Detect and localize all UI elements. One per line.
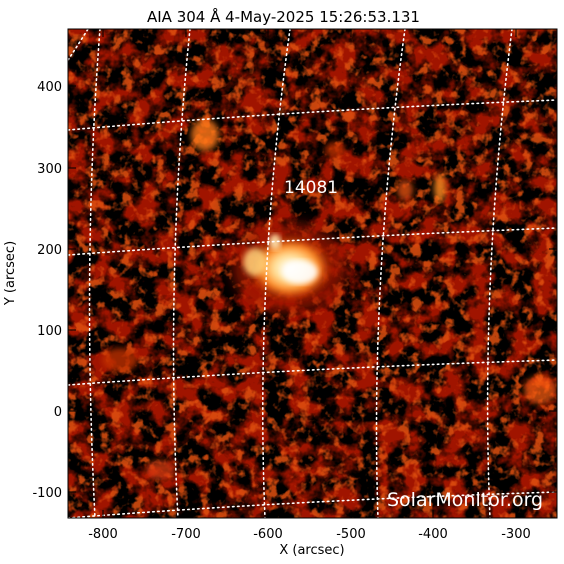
y-tick-label: 100 (37, 324, 62, 339)
y-tick-label: 0 (54, 405, 62, 420)
plot-frame (67, 28, 558, 519)
x-tick-label: -800 (88, 527, 118, 542)
y-tick-label: 200 (37, 243, 62, 258)
y-tick-labels: 400 300 200 100 0 -100 (32, 80, 62, 501)
active-region-core (232, 223, 348, 313)
x-tick-labels: -800 -700 -600 -500 -400 -300 (88, 527, 531, 542)
watermark: SolarMonitor.org (387, 489, 543, 511)
y-tick-label: 300 (37, 162, 62, 177)
heliographic-grid (68, 29, 557, 518)
y-tick-label: -100 (32, 486, 62, 501)
x-tick-label: -500 (336, 527, 366, 542)
tick-marks (68, 29, 557, 518)
x-tick-label: -600 (253, 527, 283, 542)
x-axis-label: X (arcsec) (279, 543, 344, 558)
x-tick-label: -700 (171, 527, 201, 542)
y-axis-label: Y (arcsec) (3, 241, 18, 306)
active-region-label: 14081 (284, 178, 338, 198)
x-tick-label: -400 (418, 527, 448, 542)
y-tick-label: 400 (37, 80, 62, 95)
figure-title: AIA 304 Å 4-May-2025 15:26:53.131 (147, 7, 420, 26)
x-tick-label: -300 (501, 527, 531, 542)
solar-image: 14081 SolarMonitor.org (68, 29, 557, 518)
